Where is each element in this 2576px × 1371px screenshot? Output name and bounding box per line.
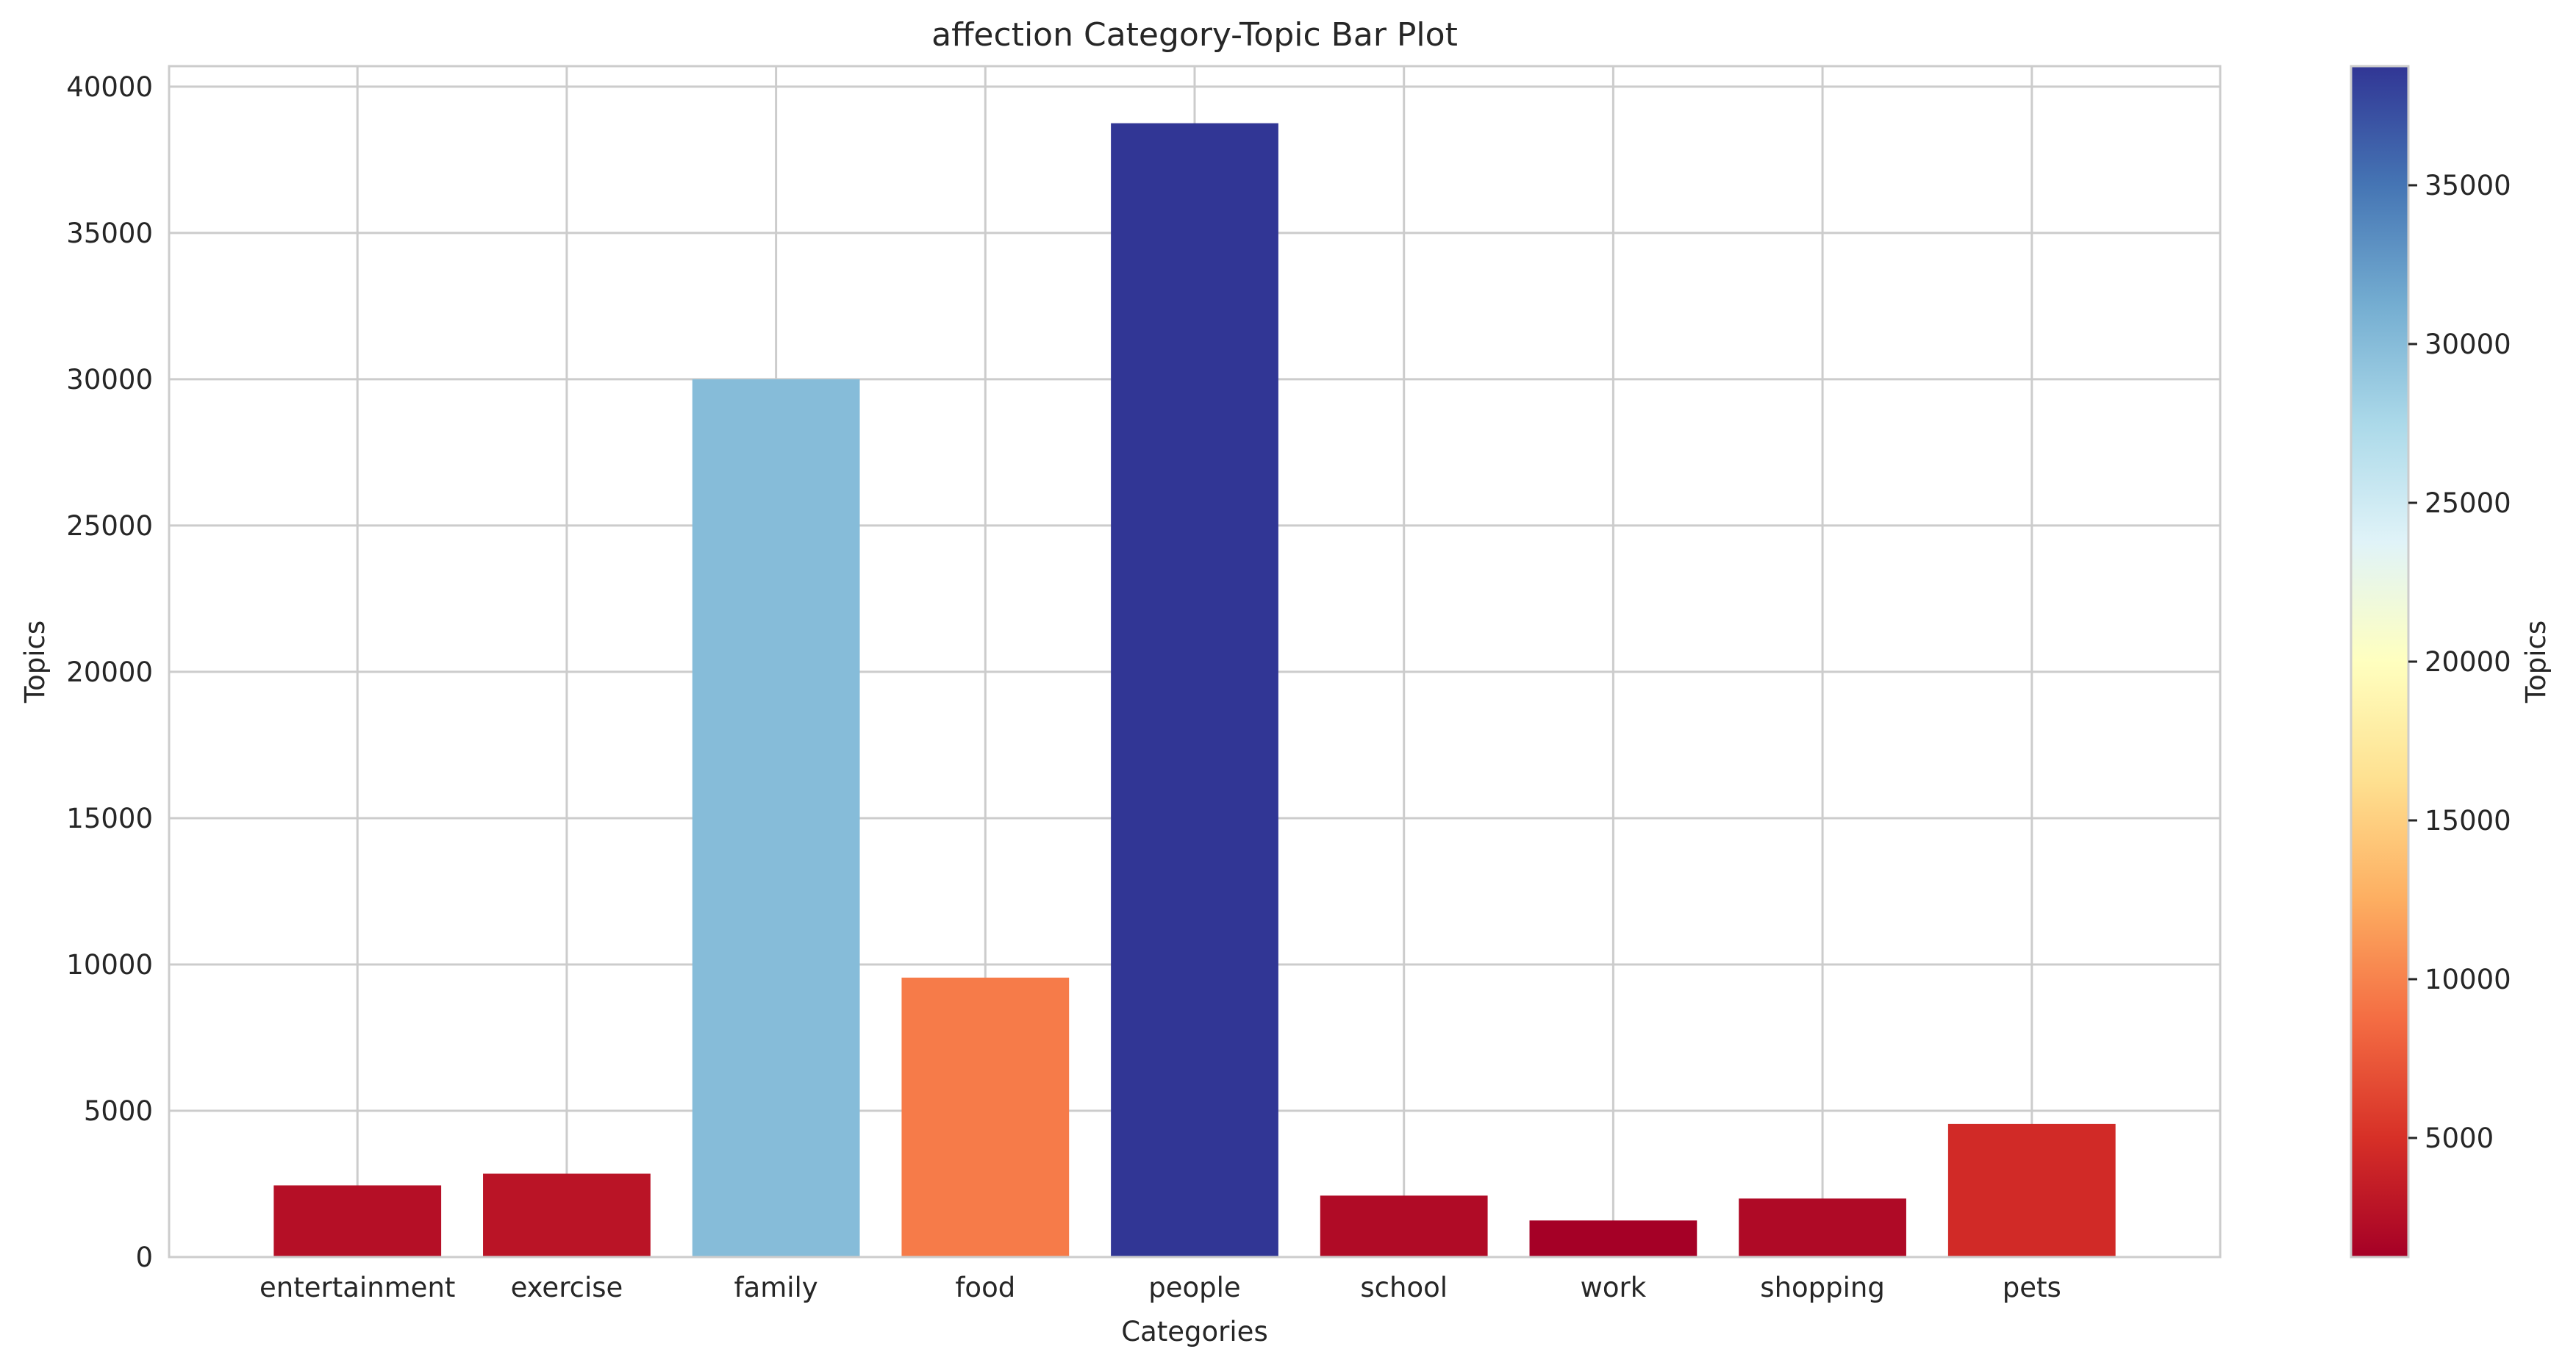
x-tick-label: exercise	[511, 1272, 623, 1303]
bar-food	[901, 977, 1070, 1257]
colorbar-tick-label: 30000	[2425, 329, 2511, 360]
colorbar-tick-label: 35000	[2425, 170, 2511, 201]
y-tick-label: 25000	[66, 510, 153, 542]
colorbar: 5000 10000 15000 20000 25000 30000 35000 Topic…	[2350, 65, 2552, 1259]
colorbar-tick-label: 20000	[2425, 646, 2511, 678]
bars	[273, 123, 2116, 1258]
x-axis-label: Categories	[1121, 1316, 1267, 1347]
y-tick-label: 10000	[66, 949, 153, 981]
chart-title: affection Category-Topic Bar Plot	[931, 16, 1458, 54]
y-tick-label: 20000	[66, 656, 153, 688]
bar-people	[1111, 123, 1278, 1258]
x-tick-label: food	[955, 1272, 1015, 1303]
y-axis-label: Topics	[19, 620, 51, 704]
colorbar-label: Topics	[2520, 620, 2552, 704]
colorbar-tick-label: 25000	[2425, 487, 2511, 519]
y-tick-label: 30000	[66, 364, 153, 395]
y-tick-label: 35000	[66, 218, 153, 249]
colorbar-tick-label: 10000	[2425, 964, 2511, 995]
bar-work	[1529, 1220, 1697, 1257]
x-tick-label: entertainment	[260, 1272, 455, 1303]
x-tick-label: family	[734, 1272, 818, 1303]
y-tick-label: 15000	[66, 803, 153, 834]
x-tick-label: school	[1360, 1272, 1448, 1303]
x-tick-label: shopping	[1760, 1272, 1885, 1303]
bar-school	[1320, 1195, 1488, 1257]
x-tick-label: people	[1148, 1272, 1240, 1303]
plot-frame	[168, 65, 2222, 1259]
y-tick-label: 40000	[66, 71, 153, 103]
bar-entertainment	[273, 1185, 442, 1257]
y-tick-label: 0	[135, 1242, 153, 1273]
colorbar-tick-label: 15000	[2425, 805, 2511, 837]
colorbar-ticks: 5000 10000 15000 20000 25000 30000 35000	[2408, 170, 2511, 1154]
x-tick-label: pets	[2003, 1272, 2061, 1303]
bar-exercise	[483, 1173, 651, 1257]
colorbar-gradient	[2350, 65, 2410, 1259]
y-tick-label: 5000	[84, 1095, 153, 1127]
x-tick-label: work	[1581, 1272, 1647, 1303]
bar-family	[692, 379, 860, 1258]
y-axis-ticks: 0 5000 10000 15000 20000 25000 30000 35000 40000	[66, 71, 153, 1273]
bar-shopping	[1739, 1198, 1906, 1257]
x-axis-ticks: entertainment exercise family food people sch…	[260, 1272, 2061, 1303]
colorbar-tick-label: 5000	[2425, 1123, 2494, 1154]
bar-pets	[1947, 1123, 2116, 1257]
